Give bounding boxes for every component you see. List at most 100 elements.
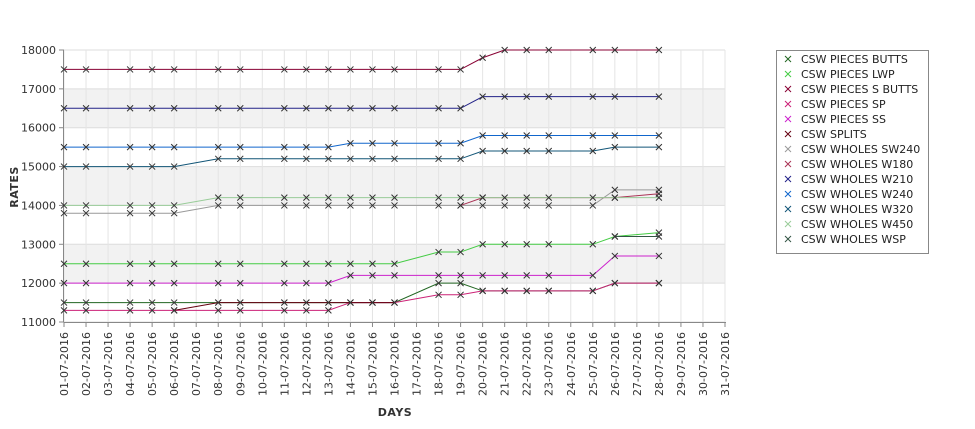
data-point	[479, 272, 486, 279]
data-point	[369, 194, 376, 202]
series-csw-wholes-w210	[64, 96, 659, 109]
data-point	[435, 248, 442, 256]
x-tick-label: 25-07-2016	[587, 332, 600, 396]
data-point	[325, 279, 332, 287]
data-point	[280, 66, 288, 73]
series-markers	[60, 93, 663, 112]
data-point	[435, 194, 442, 202]
data-point	[347, 139, 354, 147]
series-csw-pieces-lwp	[64, 232, 659, 265]
data-point	[325, 299, 332, 306]
data-point	[82, 104, 90, 112]
series-markers	[60, 194, 663, 209]
data-point	[82, 299, 90, 306]
series-line	[64, 146, 659, 168]
data-point	[347, 272, 354, 279]
data-point	[148, 104, 156, 112]
data-point	[369, 139, 376, 147]
data-point	[501, 46, 509, 54]
legend-marker	[784, 205, 792, 213]
data-point	[126, 260, 134, 268]
data-point	[545, 147, 553, 155]
data-point	[347, 194, 354, 202]
legend-entry: CSW WHOLES W210	[801, 173, 913, 186]
y-tick-label: 16000	[21, 122, 56, 135]
data-point	[545, 93, 553, 100]
data-point	[545, 132, 553, 139]
data-point	[214, 260, 222, 268]
data-point	[501, 194, 509, 202]
data-point	[148, 260, 156, 268]
legend-marker	[784, 70, 792, 78]
data-point	[501, 202, 509, 209]
data-point	[303, 279, 310, 287]
data-point	[391, 66, 398, 73]
y-tick-label: 18000	[21, 44, 56, 57]
data-point	[479, 240, 486, 248]
data-point	[457, 291, 464, 299]
data-point	[148, 306, 156, 314]
data-point	[60, 202, 68, 209]
legend-entry: CSW WHOLES W320	[801, 203, 913, 216]
data-point	[82, 279, 90, 287]
series-line	[64, 96, 659, 109]
data-point	[325, 104, 332, 112]
data-point	[457, 66, 464, 73]
data-point	[236, 155, 244, 163]
data-point	[60, 66, 68, 73]
data-point	[325, 260, 332, 268]
data-point	[126, 209, 134, 217]
data-point	[303, 143, 310, 151]
series-group	[60, 46, 663, 314]
legend-marker	[784, 220, 792, 228]
data-point	[435, 139, 442, 147]
data-point	[60, 306, 68, 314]
data-point	[303, 299, 310, 306]
data-point	[457, 279, 464, 287]
data-point	[82, 202, 90, 209]
data-point	[369, 66, 376, 73]
data-point	[325, 194, 332, 202]
data-point	[457, 104, 464, 112]
data-point	[236, 279, 244, 287]
series-markers	[611, 233, 663, 240]
legend-entry: CSW PIECES BUTTS	[801, 53, 908, 66]
series-markers	[60, 279, 663, 314]
y-tick-label: 17000	[21, 83, 56, 96]
data-point	[391, 272, 398, 279]
data-point	[325, 202, 332, 209]
series-line	[64, 197, 659, 206]
legend-marker	[784, 175, 792, 183]
legend-entry: CSW WHOLES W240	[801, 188, 913, 201]
data-point	[236, 260, 244, 268]
x-tick-label: 24-07-2016	[565, 332, 578, 396]
x-tick-label: 17-07-2016	[411, 332, 424, 396]
data-point	[523, 132, 531, 139]
data-point	[148, 143, 156, 151]
data-point	[655, 93, 663, 100]
data-point	[369, 272, 376, 279]
x-tick-label: 20-07-2016	[477, 332, 490, 396]
data-point	[611, 46, 619, 54]
data-point	[457, 194, 464, 202]
data-point	[655, 233, 663, 240]
data-point	[126, 299, 134, 306]
x-tick-label: 16-07-2016	[389, 332, 402, 396]
data-point	[435, 272, 442, 279]
x-tick-label: 28-07-2016	[653, 332, 666, 396]
data-point	[170, 104, 178, 112]
series-csw-pieces-ss	[64, 255, 659, 284]
series-csw-pieces-s-butts	[64, 49, 659, 70]
data-point	[589, 93, 597, 100]
y-tick-label: 11000	[21, 316, 56, 329]
data-point	[611, 194, 619, 202]
data-point	[589, 240, 597, 248]
data-point	[170, 143, 178, 151]
data-point	[280, 202, 288, 209]
legend-marker	[784, 85, 792, 93]
x-tick-label: 02-07-2016	[80, 332, 93, 396]
x-axis-title: DAYS	[378, 406, 412, 419]
data-point	[148, 279, 156, 287]
data-point	[479, 93, 486, 100]
x-tick-label: 22-07-2016	[521, 332, 534, 396]
